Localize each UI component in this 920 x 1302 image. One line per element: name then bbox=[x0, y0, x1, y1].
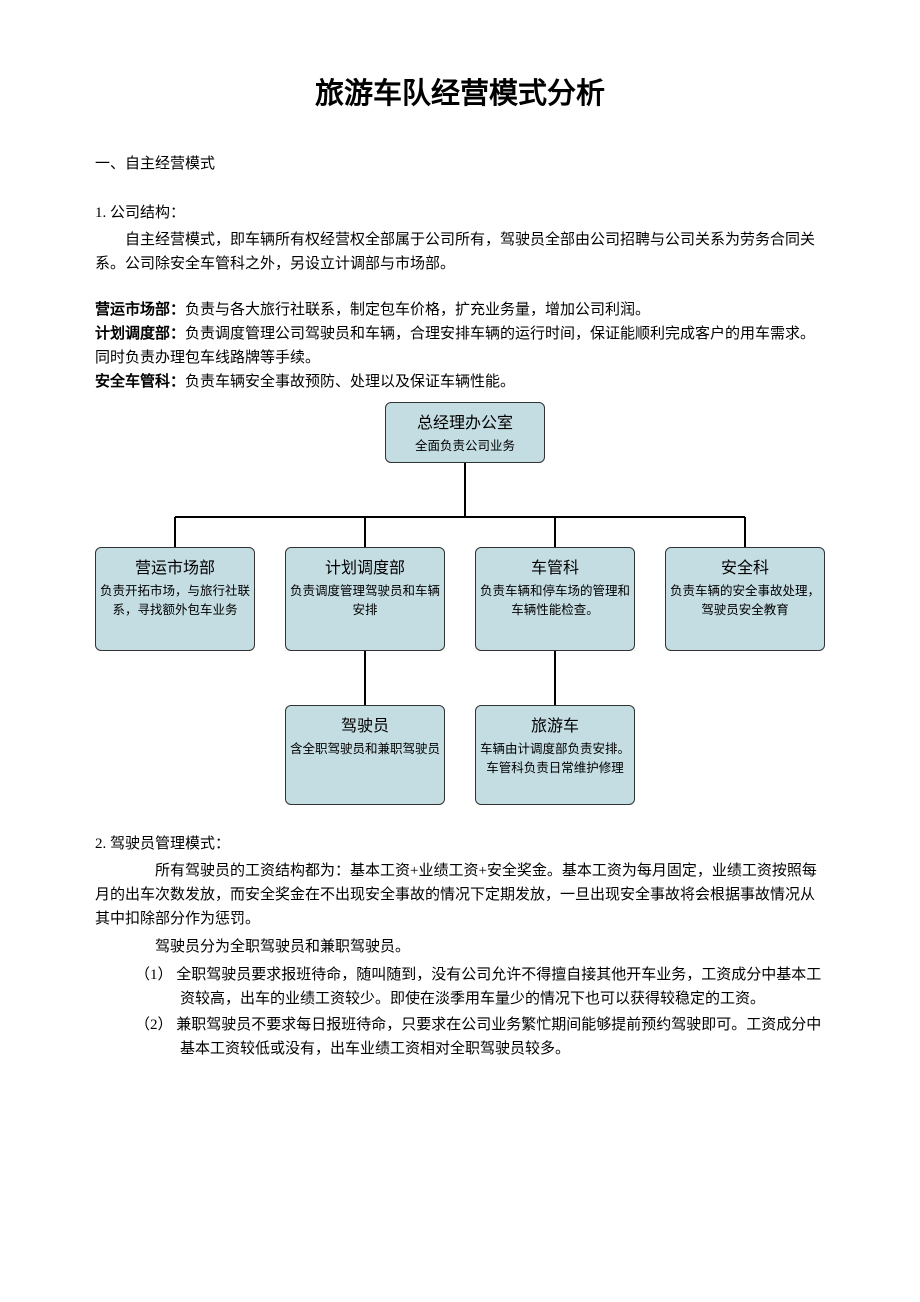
org-box-l2-3: 安全科 负责车辆的安全事故处理，驾驶员安全教育 bbox=[665, 547, 825, 651]
item-2-para1: 所有驾驶员的工资结构都为：基本工资+业绩工资+安全奖金。基本工资为每月固定，业绩… bbox=[95, 859, 825, 931]
org-box-l2-0: 营运市场部 负责开拓市场，与旅行社联系，寻找额外包车业务 bbox=[95, 547, 255, 651]
dept-2-label: 计划调度部： bbox=[95, 326, 185, 342]
item-1-label: 1. 公司结构： bbox=[95, 201, 825, 222]
org-box-l2-3-desc: 负责车辆的安全事故处理，驾驶员安全教育 bbox=[670, 582, 820, 620]
org-box-l3-1-desc: 车辆由计调度部负责安排。车管科负责日常维护修理 bbox=[480, 740, 630, 778]
item-1-paragraph: 自主经营模式，即车辆所有权经营权全部属于公司所有，驾驶员全部由公司招聘与公司关系… bbox=[95, 228, 825, 276]
dept-1-text: 负责与各大旅行社联系，制定包车价格，扩充业务量，增加公司利润。 bbox=[185, 302, 650, 318]
org-box-l2-1: 计划调度部 负责调度管理驾驶员和车辆安排 bbox=[285, 547, 445, 651]
org-box-top-desc: 全面负责公司业务 bbox=[390, 437, 540, 456]
org-box-l3-1: 旅游车 车辆由计调度部负责安排。车管科负责日常维护修理 bbox=[475, 705, 635, 805]
org-box-l2-1-title: 计划调度部 bbox=[290, 554, 440, 578]
org-box-l2-2-title: 车管科 bbox=[480, 554, 630, 578]
section-1-header: 一、自主经营模式 bbox=[95, 152, 825, 173]
org-box-l3-0: 驾驶员 含全职驾驶员和兼职驾驶员 bbox=[285, 705, 445, 805]
org-box-top-title: 总经理办公室 bbox=[390, 409, 540, 433]
item-2-label: 2. 驾驶员管理模式： bbox=[95, 832, 825, 853]
dept-2-line: 计划调度部：负责调度管理公司驾驶员和车辆，合理安排车辆的运行时间，保证能顺利完成… bbox=[95, 322, 825, 370]
item-2-para2: 驾驶员分为全职驾驶员和兼职驾驶员。 bbox=[95, 935, 825, 959]
dept-3-text: 负责车辆安全事故预防、处理以及保证车辆性能。 bbox=[185, 374, 515, 390]
dept-1-label: 营运市场部： bbox=[95, 302, 185, 318]
org-box-top: 总经理办公室 全面负责公司业务 bbox=[385, 402, 545, 463]
org-box-l3-0-desc: 含全职驾驶员和兼职驾驶员 bbox=[290, 740, 440, 759]
sub-item-1: （1） 全职驾驶员要求报班待命，随叫随到，没有公司允许不得擅自接其他开车业务，工… bbox=[180, 963, 825, 1011]
org-box-l2-2-desc: 负责车辆和停车场的管理和车辆性能检查。 bbox=[480, 582, 630, 620]
dept-3-line: 安全车管科：负责车辆安全事故预防、处理以及保证车辆性能。 bbox=[95, 370, 825, 394]
dept-2-text: 负责调度管理公司驾驶员和车辆，合理安排车辆的运行时间，保证能顺利完成客户的用车需… bbox=[95, 326, 815, 366]
org-box-l2-2: 车管科 负责车辆和停车场的管理和车辆性能检查。 bbox=[475, 547, 635, 651]
org-box-l2-0-desc: 负责开拓市场，与旅行社联系，寻找额外包车业务 bbox=[100, 582, 250, 620]
document-title: 旅游车队经营模式分析 bbox=[95, 70, 825, 112]
org-chart: 总经理办公室 全面负责公司业务 营运市场部 负责开拓市场，与旅行社联系，寻找额外… bbox=[95, 402, 825, 822]
org-box-l3-1-title: 旅游车 bbox=[480, 712, 630, 736]
org-box-l3-0-title: 驾驶员 bbox=[290, 712, 440, 736]
dept-3-label: 安全车管科： bbox=[95, 374, 185, 390]
org-box-l2-1-desc: 负责调度管理驾驶员和车辆安排 bbox=[290, 582, 440, 620]
org-box-l2-0-title: 营运市场部 bbox=[100, 554, 250, 578]
sub-item-2: （2） 兼职驾驶员不要求每日报班待命，只要求在公司业务繁忙期间能够提前预约驾驶即… bbox=[180, 1013, 825, 1061]
dept-1-line: 营运市场部：负责与各大旅行社联系，制定包车价格，扩充业务量，增加公司利润。 bbox=[95, 298, 825, 322]
org-box-l2-3-title: 安全科 bbox=[670, 554, 820, 578]
